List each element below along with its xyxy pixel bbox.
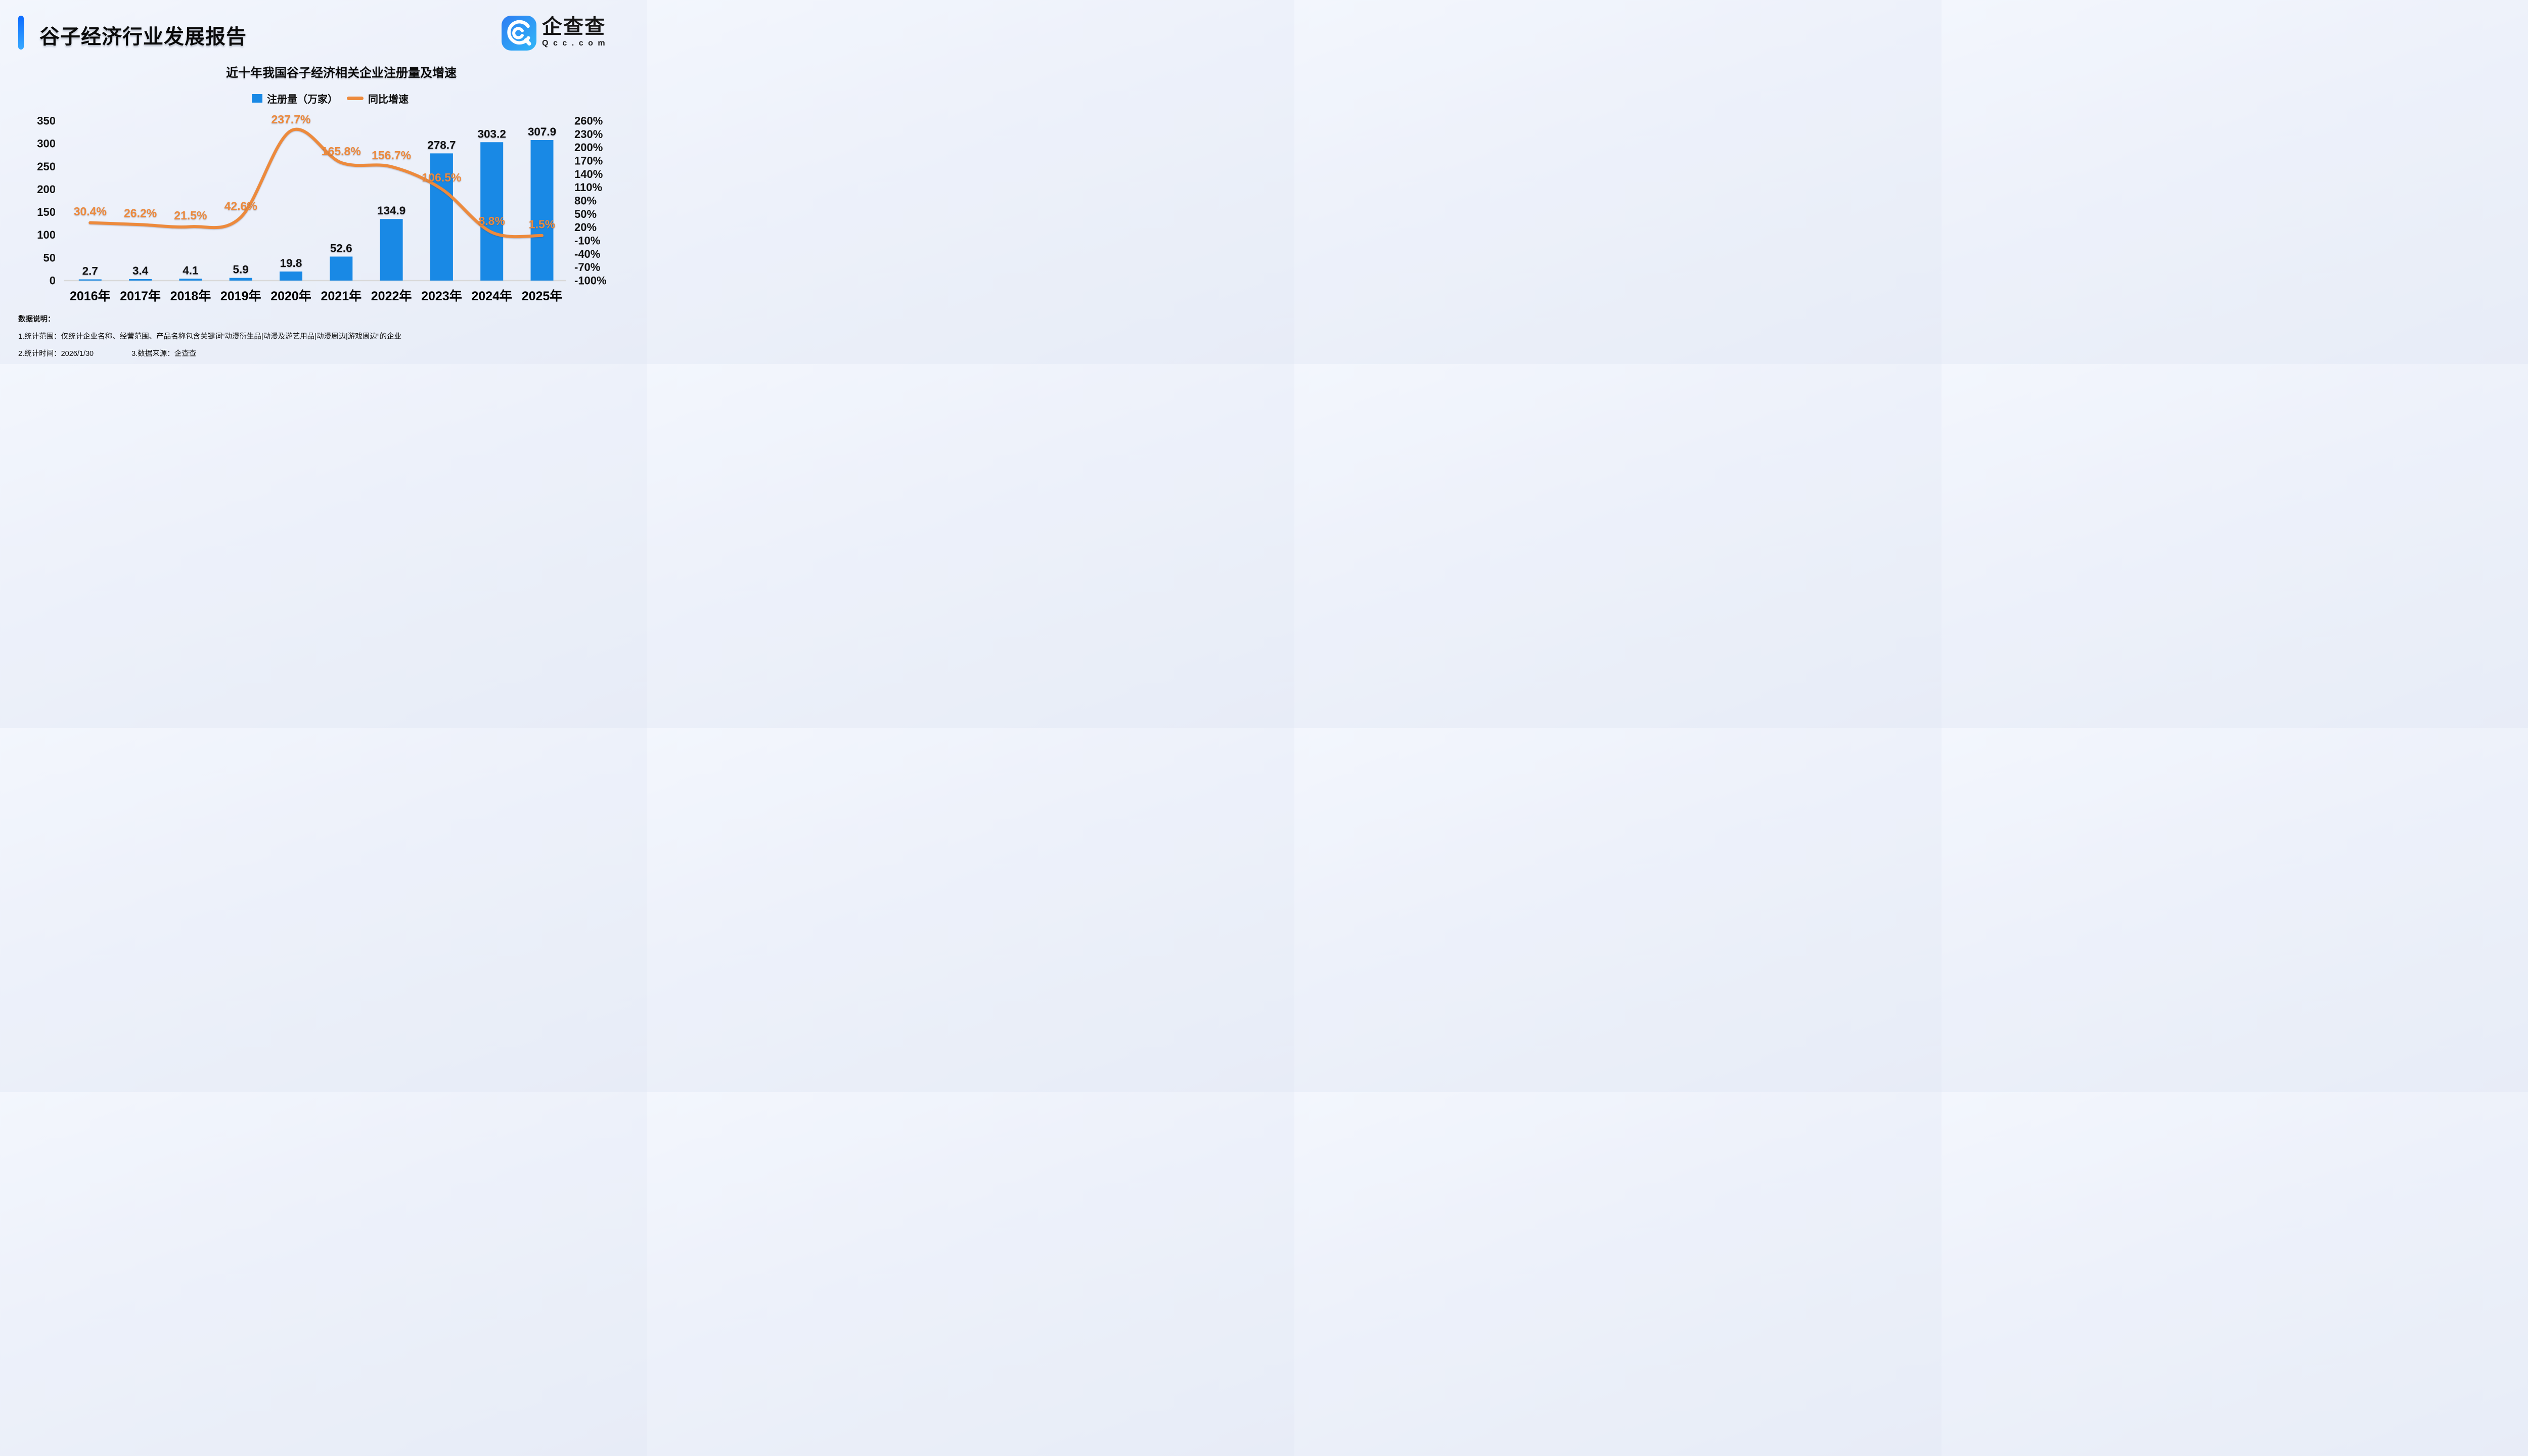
left-axis-tick-300: 300 (37, 138, 56, 150)
bar-2019年 (229, 278, 252, 281)
logo-name: 企查查 (542, 16, 606, 38)
right-axis-tick--100: -100% (574, 275, 607, 287)
notes-meta: 2.统计时间：2026/1/30 3.数据来源：企查查 (18, 348, 196, 358)
right-axis-tick--70: -70% (574, 261, 600, 274)
bar-label-2022年: 134.9 (377, 204, 405, 217)
left-axis-tick-0: 0 (50, 275, 56, 287)
growth-label-2024年: 8.8% (478, 214, 505, 228)
left-axis-tick-250: 250 (37, 160, 56, 173)
bar-label-2023年: 278.7 (427, 139, 456, 151)
growth-label-2018年: 21.5% (174, 209, 207, 222)
bar-2016年 (78, 279, 102, 281)
bar-2022年 (380, 219, 403, 281)
legend-bar-label: 注册量（万家） (267, 94, 338, 105)
chart-canvas: 350 300 250 200 150 100 50 0 260%230%200%170%140… (37, 113, 607, 303)
bar-label-2018年: 4.1 (183, 264, 198, 277)
chart-legend: 注册量（万家） 同比增速 (13, 91, 647, 106)
chart-title: 近十年我国谷子经济相关企业注册量及增速 (226, 66, 457, 80)
left-axis-tick-100: 100 (37, 229, 56, 241)
notes-date: 2.统计时间：2026/1/30 (18, 350, 94, 358)
bar-label-2016年: 2.7 (82, 265, 98, 278)
page-title: 谷子经济行业发展报告 (39, 26, 247, 48)
growth-label-2016年: 30.4% (74, 205, 107, 218)
x-axis-label-2018年: 2018年 (170, 289, 211, 303)
qcc-spiral-icon (502, 16, 536, 51)
right-axis-tick-200: 200% (574, 141, 603, 154)
notes-source: 3.数据来源：企查查 (131, 350, 197, 358)
logo-domain: Qcc.com (542, 39, 610, 48)
right-axis-tick-50: 50% (574, 208, 597, 220)
qcc-logo: 企查查 Qcc.com (502, 16, 610, 51)
right-axis-tick-260: 260% (574, 115, 603, 127)
x-axis-label-2022年: 2022年 (371, 289, 412, 303)
right-axis-tick-80: 80% (574, 195, 597, 207)
growth-label-2022年: 156.7% (372, 149, 411, 162)
bar-2025年 (530, 140, 554, 281)
x-axis-label-2023年: 2023年 (421, 289, 462, 303)
bar-label-2024年: 303.2 (478, 127, 506, 140)
bar-2020年 (280, 271, 302, 281)
logo-text: 企查查 Qcc.com (542, 16, 610, 48)
notes-heading: 数据说明： (18, 315, 55, 324)
x-axis-label-2017年: 2017年 (120, 289, 161, 303)
right-axis-tick-20: 20% (574, 221, 597, 234)
legend-item-bar: 注册量（万家） (252, 91, 338, 106)
legend-line-label: 同比增速 (368, 94, 409, 105)
bar-2018年 (179, 279, 202, 281)
x-axis-label-2020年: 2020年 (270, 289, 311, 303)
right-axis-tick-170: 170% (574, 155, 603, 167)
x-axis-label-2021年: 2021年 (321, 289, 362, 303)
x-axis-label-2019年: 2019年 (220, 289, 261, 303)
growth-label-2025年: 1.5% (529, 217, 555, 231)
bar-2024年 (480, 142, 504, 281)
bar-2017年 (129, 279, 152, 281)
growth-label-2020年: 237.7% (271, 113, 310, 126)
bar-2021年 (330, 256, 353, 281)
x-axis-label-2025年: 2025年 (522, 289, 563, 303)
bar-label-2021年: 52.6 (330, 242, 352, 255)
x-axis-label-2024年: 2024年 (471, 289, 512, 303)
legend-item-line: 同比增速 (347, 91, 409, 106)
growth-label-2023年: 106.5% (422, 171, 461, 184)
bar-label-2025年: 307.9 (528, 125, 556, 138)
left-axis-tick-200: 200 (37, 183, 56, 196)
growth-line (88, 127, 544, 239)
bar-label-2020年: 19.8 (280, 257, 302, 269)
left-axis-tick-50: 50 (43, 251, 56, 264)
right-axis-tick-140: 140% (574, 168, 603, 180)
bar-2023年 (430, 153, 453, 281)
right-axis-tick-110: 110% (574, 181, 602, 194)
legend-line-swatch (347, 97, 364, 100)
notes-scope: 1.统计范围：仅统计企业名称、经营范围、产品名称包含关键词“动漫衍生品|动漫及游… (18, 333, 402, 341)
left-axis-tick-350: 350 (37, 115, 56, 127)
right-axis-tick--40: -40% (574, 248, 600, 260)
growth-label-2021年: 165.8% (322, 145, 361, 158)
bar-label-2017年: 3.4 (132, 264, 149, 277)
bar-label-2019年: 5.9 (233, 263, 249, 276)
legend-bar-swatch (252, 94, 262, 103)
growth-label-2017年: 26.2% (124, 207, 157, 220)
title-accent-bar (18, 16, 24, 50)
x-axis-label-2016年: 2016年 (70, 289, 111, 303)
left-axis-tick-150: 150 (37, 206, 56, 218)
right-axis-tick--10: -10% (574, 235, 600, 247)
right-axis-tick-230: 230% (574, 128, 603, 141)
growth-label-2019年: 42.6% (224, 199, 257, 212)
